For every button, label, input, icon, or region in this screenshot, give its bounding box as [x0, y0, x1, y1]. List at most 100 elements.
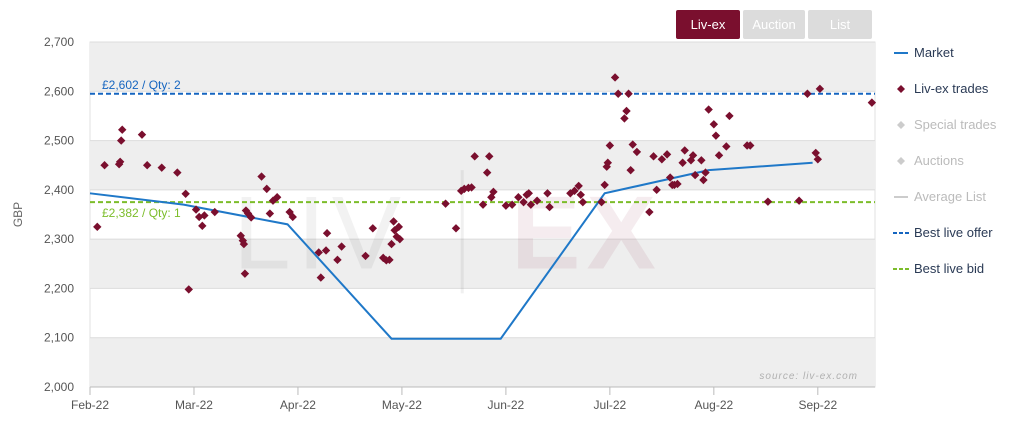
trade-point: [385, 255, 394, 265]
market-series-line: [89, 161, 813, 340]
trade-point: [867, 98, 877, 107]
y-tick-label: 2,000: [44, 380, 74, 394]
trade-point: [210, 207, 219, 217]
trade-point: [803, 89, 812, 98]
trade-point: [321, 246, 331, 255]
trade-point: [649, 152, 658, 161]
trade-point: [686, 156, 696, 165]
best-offer-label: £2,602 / Qty: 2: [102, 78, 181, 92]
legend-item[interactable]: Special trades: [897, 117, 997, 132]
trade-point: [246, 213, 256, 222]
legend-item[interactable]: Market: [894, 45, 954, 60]
trade-point: [262, 184, 271, 194]
legend-item[interactable]: Best live bid: [893, 261, 984, 276]
trade-point: [243, 209, 253, 218]
trade-point: [257, 172, 266, 181]
trade-point: [451, 224, 461, 233]
trade-point: [288, 212, 297, 222]
trade-point: [470, 152, 479, 161]
trade-point: [361, 251, 370, 261]
trade-point: [314, 248, 323, 257]
x-tick-label: Jun-22: [488, 398, 525, 412]
x-tick-label: Sep-22: [798, 398, 837, 412]
trade-point: [645, 207, 654, 217]
trade-point: [142, 161, 152, 170]
y-tick-label: 2,500: [44, 134, 74, 148]
trade-point: [665, 173, 675, 182]
x-tick-label: Apr-22: [280, 398, 316, 412]
trade-point: [272, 193, 282, 202]
trade-point: [460, 184, 469, 194]
trade-point: [578, 197, 588, 207]
y-tick-label: 2,300: [44, 232, 74, 246]
x-tick-label: Feb-22: [71, 398, 109, 412]
trade-point: [576, 190, 585, 199]
trade-point: [524, 189, 533, 198]
trade-point: [441, 199, 450, 208]
trade-point: [316, 273, 326, 282]
legend-label: Auctions: [914, 153, 964, 168]
trade-point: [709, 120, 719, 129]
trade-point: [157, 163, 166, 172]
trade-point: [605, 141, 615, 150]
trade-point: [680, 146, 689, 155]
trade-point: [610, 73, 620, 82]
trade-point: [394, 222, 404, 232]
legend-item[interactable]: Liv-ex trades: [897, 81, 989, 96]
trade-point: [482, 168, 492, 177]
watermark-left: LIV: [233, 176, 407, 292]
y-tick-label: 2,700: [44, 35, 74, 49]
x-tick-label: May-22: [382, 398, 422, 412]
best-bid-label: £2,382 / Qty: 1: [102, 206, 181, 220]
tab-list[interactable]: List: [808, 10, 872, 39]
trade-point: [478, 200, 488, 209]
x-tick-label: Mar-22: [175, 398, 213, 412]
legend-item[interactable]: Average List: [894, 189, 986, 204]
y-tick-label: 2,400: [44, 183, 74, 197]
trade-point: [184, 285, 193, 294]
trade-point: [763, 197, 773, 206]
trade-point: [137, 130, 147, 139]
y-tick-label: 2,100: [44, 331, 74, 345]
trade-point: [626, 165, 635, 175]
plot-area: [89, 41, 876, 388]
trade-point: [395, 234, 405, 244]
trade-point: [722, 142, 731, 151]
trade-point: [333, 255, 342, 265]
grid-band: [90, 239, 875, 289]
tab-livex[interactable]: Liv-ex: [676, 10, 740, 39]
trade-point: [725, 111, 734, 121]
x-tick-label: Aug-22: [694, 398, 733, 412]
trade-point: [811, 148, 820, 158]
chart-source-tabs: Liv-ex Auction List: [676, 10, 872, 39]
trade-point: [673, 179, 682, 189]
trade-point: [322, 229, 332, 238]
trade-point: [566, 189, 575, 198]
trade-point: [337, 242, 346, 251]
trade-point: [240, 269, 250, 278]
trade-point: [532, 196, 542, 205]
legend-diamond-icon: [897, 121, 905, 129]
grid-band: [90, 140, 875, 190]
tab-auction[interactable]: Auction: [743, 10, 805, 39]
trade-point: [543, 189, 552, 198]
trade-point: [711, 131, 721, 140]
trade-point: [198, 221, 207, 231]
trade-point: [191, 205, 201, 214]
trade-point: [181, 189, 190, 198]
trade-point: [489, 187, 498, 197]
trade-point: [600, 180, 609, 190]
trade-point: [387, 239, 396, 249]
trade-point: [93, 222, 102, 232]
watermark: LIV EX: [233, 170, 656, 294]
trade-point: [514, 193, 523, 202]
trade-point: [688, 151, 698, 160]
legend-label: Best live offer: [914, 225, 993, 240]
trade-point: [624, 89, 633, 98]
trade-point: [501, 201, 511, 210]
legend-item[interactable]: Auctions: [897, 153, 964, 168]
trade-point: [701, 168, 710, 177]
trade-point: [173, 168, 182, 177]
legend-item[interactable]: Best live offer: [893, 225, 993, 240]
